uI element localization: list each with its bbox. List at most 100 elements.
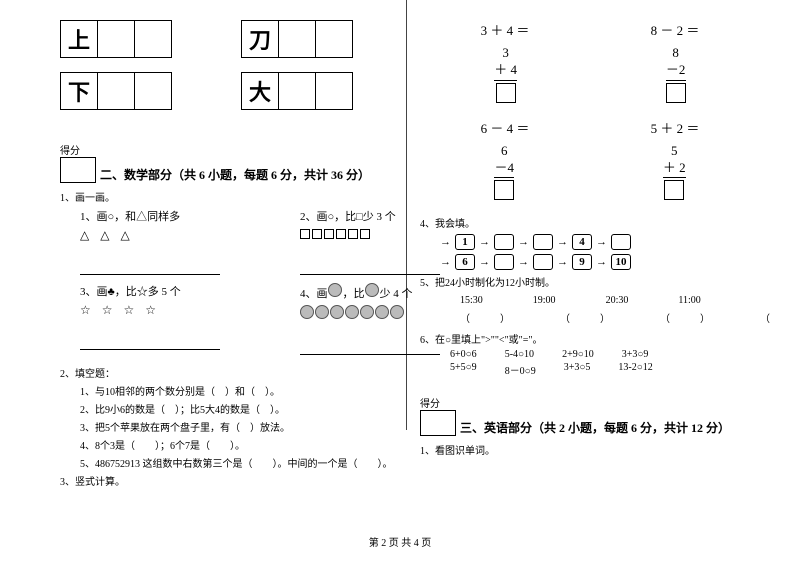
comp-item: 6+0○6 bbox=[450, 349, 477, 360]
section-3-header: 得分 三、英语部分（共 2 小题，每题 6 分，共计 12 分） bbox=[420, 395, 760, 436]
score-box[interactable] bbox=[420, 410, 456, 436]
section-2-title: 二、数学部分（共 6 小题，每题 6 分，共计 36 分） bbox=[100, 166, 370, 183]
char-cell-blank[interactable] bbox=[97, 20, 135, 58]
char-cell-blank[interactable] bbox=[97, 72, 135, 110]
char-cell-blank[interactable] bbox=[315, 72, 353, 110]
q1-row1: 1、画○，和△同样多 △ △ △ 2、画○，比□少 3 个 bbox=[60, 208, 400, 275]
q2-2: 2、比9小6的数是（ ）；比5大4的数是（ ）。 bbox=[80, 401, 400, 416]
time-row: 15:30 19:00 20:30 11:00 bbox=[460, 295, 760, 306]
char-cell-blank[interactable] bbox=[134, 72, 172, 110]
q1-4-text: 4、画 ，比 少 4 个 bbox=[300, 283, 440, 301]
q1-1-text: 1、画○，和△同样多 bbox=[80, 208, 220, 224]
vcalc-op: －4 bbox=[494, 160, 514, 177]
q1-4-shapes bbox=[300, 305, 440, 323]
chain-box: 1 bbox=[455, 234, 475, 250]
answer-line[interactable] bbox=[300, 341, 440, 355]
vcalc-op: ＋ 2 bbox=[663, 160, 686, 177]
paren-row: （ ） （ ） （ ） （ ） bbox=[460, 310, 760, 325]
paren-blank[interactable]: （ ） bbox=[460, 310, 510, 325]
section-2-header: 得分 二、数学部分（共 6 小题，每题 6 分，共计 36 分） bbox=[60, 142, 400, 183]
q4: 4、我会填。 bbox=[420, 215, 760, 230]
chain-box: 9 bbox=[572, 254, 592, 270]
q1-3-text: 3、画♣，比☆多 5 个 bbox=[80, 283, 220, 299]
vertical-calc-3: 6 －4 bbox=[494, 143, 514, 206]
score-label: 得分 bbox=[420, 395, 456, 410]
char-cell-blank[interactable] bbox=[315, 20, 353, 58]
eq-2b: 5 ＋ 2 ＝ bbox=[651, 118, 700, 137]
paren-blank[interactable]: （ ） bbox=[660, 310, 710, 325]
left-column: 上 下 刀 大 bbox=[60, 20, 400, 491]
q5: 5、把24小时制化为12小时制。 bbox=[420, 274, 760, 289]
eq-1b: 8 － 2 ＝ bbox=[651, 20, 700, 39]
chain-box-blank[interactable] bbox=[494, 234, 514, 250]
time-2: 19:00 bbox=[533, 295, 556, 306]
chain-box-blank[interactable] bbox=[611, 234, 631, 250]
pumpkin-icon bbox=[365, 283, 379, 297]
section-3-title: 三、英语部分（共 2 小题，每题 6 分，共计 12 分） bbox=[460, 419, 730, 436]
q1-4b: ，比 bbox=[343, 288, 365, 300]
vertical-calc-2: 8 －2 bbox=[666, 45, 686, 108]
eq-2a: 6 － 4 ＝ bbox=[481, 118, 530, 137]
vcalc-top: 3 bbox=[494, 45, 517, 62]
q2-4: 4、8个3是（ ）；6个7是（ ）。 bbox=[80, 437, 400, 452]
q3: 3、竖式计算。 bbox=[60, 473, 400, 488]
chain-box-blank[interactable] bbox=[533, 234, 553, 250]
chain-box: 6 bbox=[455, 254, 475, 270]
comparison-row-2: 5+5○9 8－0○9 3+3○5 13-2○12 bbox=[450, 362, 760, 377]
vcalc-top: 8 bbox=[666, 45, 686, 62]
paren-blank[interactable]: （ ） bbox=[560, 310, 610, 325]
q1-3-shapes: ☆ ☆ ☆ ☆ bbox=[80, 303, 220, 318]
paren-blank[interactable]: （ ） bbox=[760, 310, 800, 325]
answer-box[interactable] bbox=[496, 83, 516, 103]
horizontal-eq-row-2: 6 － 4 ＝ 5 ＋ 2 ＝ bbox=[420, 118, 760, 137]
q2: 2、填空题： bbox=[60, 365, 400, 380]
answer-box[interactable] bbox=[664, 180, 684, 200]
chain-box: 4 bbox=[572, 234, 592, 250]
chain-box: 10 bbox=[611, 254, 631, 270]
vcalc-op: －2 bbox=[666, 62, 686, 79]
q1-4c: 少 4 个 bbox=[380, 288, 413, 300]
answer-line[interactable] bbox=[80, 336, 220, 350]
time-4: 11:00 bbox=[678, 295, 700, 306]
char-cell-blank[interactable] bbox=[278, 72, 316, 110]
chain-box-blank[interactable] bbox=[494, 254, 514, 270]
comp-item: 13-2○12 bbox=[618, 362, 652, 377]
score-label: 得分 bbox=[60, 142, 96, 157]
time-1: 15:30 bbox=[460, 295, 483, 306]
answer-box[interactable] bbox=[666, 83, 686, 103]
answer-line[interactable] bbox=[80, 261, 220, 275]
pumpkin-icon bbox=[328, 283, 342, 297]
q1-4a: 4、画 bbox=[300, 288, 328, 300]
number-chain-1: →1→→→4→ bbox=[440, 234, 760, 250]
char-cell: 大 bbox=[241, 72, 279, 110]
q1-1-shapes: △ △ △ bbox=[80, 228, 220, 243]
q2-1: 1、与10相邻的两个数分别是（ ）和（ ）。 bbox=[80, 383, 400, 398]
vertical-calc-row-2: 6 －4 5 ＋ 2 bbox=[420, 143, 760, 206]
time-3: 20:30 bbox=[606, 295, 629, 306]
vertical-calc-4: 5 ＋ 2 bbox=[663, 143, 686, 206]
right-column: 3 ＋ 4 ＝ 8 － 2 ＝ 3 ＋ 4 8 －2 6 － 4 ＝ 5 ＋ 2… bbox=[420, 20, 760, 460]
answer-line[interactable] bbox=[300, 261, 440, 275]
comp-item: 2+9○10 bbox=[562, 349, 594, 360]
q1-2-text: 2、画○，比□少 3 个 bbox=[300, 208, 440, 224]
horizontal-eq-row-1: 3 ＋ 4 ＝ 8 － 2 ＝ bbox=[420, 20, 760, 39]
number-chain-2: →6→→→9→10 bbox=[440, 254, 760, 270]
comp-item: 3+3○9 bbox=[622, 349, 649, 360]
character-practice-grid: 上 下 刀 大 bbox=[60, 20, 400, 124]
answer-box[interactable] bbox=[494, 180, 514, 200]
q2-5: 5、486752913 这组数中右数第三个是（ ）。中间的一个是（ ）。 bbox=[80, 455, 400, 470]
char-cell-blank[interactable] bbox=[134, 20, 172, 58]
char-cell: 上 bbox=[60, 20, 98, 58]
vcalc-top: 5 bbox=[663, 143, 686, 160]
q6: 6、在○里填上">""<"或"="。 bbox=[420, 331, 760, 346]
q1-2-shapes bbox=[300, 228, 440, 243]
vcalc-top: 6 bbox=[494, 143, 514, 160]
chain-box-blank[interactable] bbox=[533, 254, 553, 270]
worksheet-page: 上 下 刀 大 bbox=[0, 0, 800, 565]
vertical-calc-1: 3 ＋ 4 bbox=[494, 45, 517, 108]
char-cell: 刀 bbox=[241, 20, 279, 58]
eq-1a: 3 ＋ 4 ＝ bbox=[481, 20, 530, 39]
score-box[interactable] bbox=[60, 157, 96, 183]
char-cell-blank[interactable] bbox=[278, 20, 316, 58]
q2-3: 3、把5个苹果放在两个盘子里，有（ ）放法。 bbox=[80, 419, 400, 434]
